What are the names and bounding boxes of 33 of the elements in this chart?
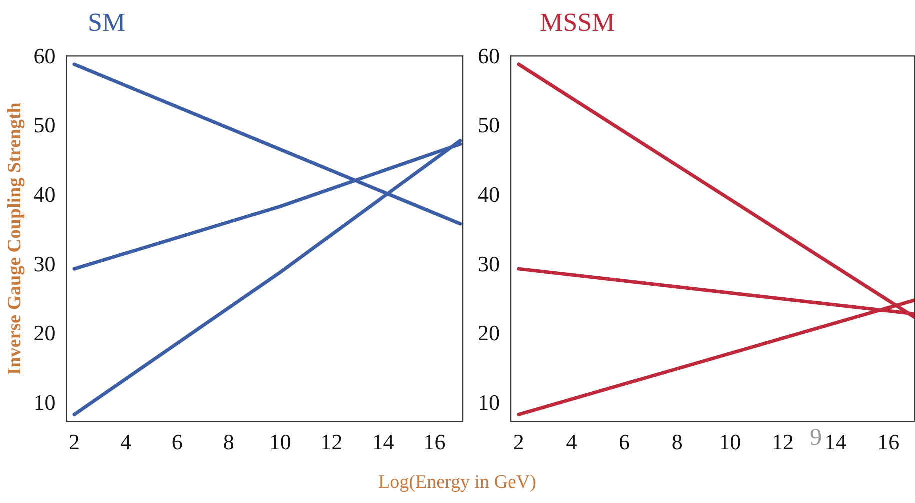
x-tick-label: 12 (320, 430, 343, 455)
y-tick-label: 50 (478, 112, 500, 138)
x-tick-label: 8 (672, 430, 683, 455)
x-tick-label: 12 (772, 430, 794, 455)
x-tick-label: 4 (120, 430, 132, 455)
y-tick-label: 20 (478, 320, 500, 346)
y-tick-label: 40 (478, 182, 500, 208)
x-tick-label: 8 (223, 430, 234, 455)
y-tick-label: 10 (34, 390, 56, 416)
x-tick-label: 14 (824, 430, 847, 455)
chart-title: SM (88, 8, 126, 38)
y-tick-label: 10 (478, 390, 500, 416)
y-tick-label: 30 (478, 251, 500, 276)
x-tick-label: 4 (566, 430, 578, 455)
y-tick-label: 20 (34, 320, 56, 346)
x-tick-label: 2 (69, 430, 80, 455)
x-axis-title: Log(Energy in GeV) (378, 472, 538, 494)
x-tick-label: 16 (878, 430, 900, 455)
x-tick-label: 6 (619, 430, 630, 455)
x-tick-label: 6 (172, 430, 183, 455)
y-tick-label: 60 (478, 43, 500, 68)
x-tick-label: 2 (513, 430, 524, 455)
y-axis-title: Inverse Gauge Coupling Strength (4, 102, 26, 376)
y-tick-label: 50 (34, 112, 56, 138)
x-tick-label: 14 (372, 430, 394, 455)
x-tick-label: 10 (269, 430, 292, 455)
y-tick-label: 40 (34, 182, 56, 208)
chart-title: MSSM (540, 8, 616, 38)
x-tick-label: 16 (424, 430, 446, 455)
y-tick-label: 60 (34, 43, 56, 68)
x-tick-label: 10 (719, 430, 742, 455)
y-tick-label: 30 (34, 251, 56, 276)
text: 9 (810, 425, 822, 452)
